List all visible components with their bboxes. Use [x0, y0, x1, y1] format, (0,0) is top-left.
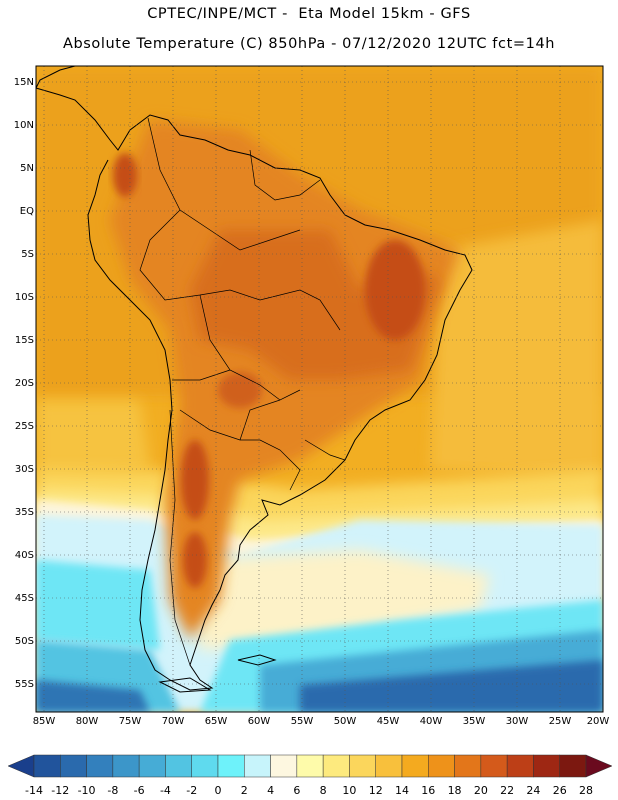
colorbar-cell — [375, 754, 403, 778]
lon-label: 80W — [75, 716, 99, 727]
colorbar-label: 4 — [267, 784, 275, 797]
lat-label: 5S — [21, 249, 34, 260]
colorbar-label: 20 — [473, 784, 488, 797]
lon-label: 45W — [376, 716, 400, 727]
lon-label: 70W — [161, 716, 185, 727]
colorbar-label: -2 — [186, 784, 198, 797]
temperature-field — [36, 66, 603, 712]
colorbar-cell — [270, 754, 298, 778]
colorbar-cell — [138, 754, 166, 778]
colorbar-cell — [428, 754, 455, 778]
lat-label: 15N — [13, 77, 34, 88]
colorbar-label: 18 — [447, 784, 462, 797]
colorbar-cell — [33, 754, 61, 778]
colorbar-arrow-high — [585, 754, 613, 778]
lat-label: 55S — [14, 679, 34, 690]
colorbar-label: 2 — [240, 784, 248, 797]
lat-label: 30S — [14, 464, 34, 475]
lon-label: 65W — [204, 716, 228, 727]
lat-label: 20S — [14, 378, 34, 389]
colorbar-label: 28 — [579, 784, 593, 797]
lon-label: 55W — [290, 716, 314, 727]
coastline — [35, 65, 473, 693]
lat-label: 10S — [14, 292, 34, 303]
lat-label: 45S — [14, 593, 34, 604]
country-borders — [139, 117, 346, 666]
colorbar-cell — [296, 754, 324, 778]
lat-label: 40S — [14, 550, 34, 561]
colorbar-label: -6 — [133, 784, 145, 797]
colorbar-label: -8 — [107, 784, 119, 797]
colorbar-label: -14 — [25, 784, 43, 797]
colorbar-label: 0 — [214, 784, 222, 797]
colorbar-arrow-low — [7, 754, 35, 778]
lon-label: 30W — [505, 716, 529, 727]
title-line-1: CPTEC/INPE/MCT - Eta Model 15km - GFS — [147, 6, 471, 22]
colorbar-cell — [86, 754, 114, 778]
colorbar-label: 24 — [526, 784, 541, 797]
colorbar-cell — [349, 754, 376, 778]
colorbar-cell — [60, 754, 87, 778]
colorbar-cell — [165, 754, 192, 778]
graticule — [36, 66, 603, 712]
colorbar-cell — [244, 754, 271, 778]
colorbar-cell — [401, 754, 429, 778]
colorbar-cell — [454, 754, 482, 778]
colorbar-cell — [480, 754, 508, 778]
colorbar-cell — [112, 754, 140, 778]
lat-label: EQ — [19, 206, 34, 217]
lat-label: 15S — [14, 335, 34, 346]
colorbar-cell — [217, 754, 245, 778]
colorbar-label: 26 — [552, 784, 567, 797]
lon-label: 75W — [118, 716, 142, 727]
lon-label: 50W — [333, 716, 357, 727]
colorbar-cell — [559, 754, 587, 778]
lat-label: 5N — [20, 163, 34, 174]
colorbar-label: 8 — [319, 784, 327, 797]
colorbar-cell — [533, 754, 560, 778]
lon-label: 40W — [419, 716, 443, 727]
map-frame — [35, 65, 604, 713]
colorbar-label: -4 — [159, 784, 171, 797]
lat-label: 50S — [14, 636, 34, 647]
lat-label: 25S — [14, 421, 34, 432]
colorbar-label: -10 — [77, 784, 96, 797]
colorbar-label: 12 — [368, 784, 383, 797]
colorbar-cell — [322, 754, 350, 778]
colorbar-label: 10 — [342, 784, 357, 797]
colorbar-label: 6 — [293, 784, 301, 797]
colorbar-label: 14 — [395, 784, 409, 797]
colorbar-cell — [506, 754, 534, 778]
lat-label: 10N — [13, 120, 34, 131]
lon-label: 35W — [462, 716, 486, 727]
colorbar-label: 22 — [500, 784, 515, 797]
title-line-2: Absolute Temperature (C) 850hPa - 07/12/… — [62, 36, 556, 52]
lon-label: 60W — [247, 716, 271, 727]
colorbar-label: -12 — [51, 784, 70, 797]
lon-label: 85W — [32, 716, 56, 727]
lon-label: 25W — [548, 716, 572, 727]
lat-label: 35S — [14, 507, 34, 518]
lon-label: 20W — [586, 716, 610, 727]
colorbar-cell — [191, 754, 219, 778]
colorbar-label: 16 — [421, 784, 436, 797]
